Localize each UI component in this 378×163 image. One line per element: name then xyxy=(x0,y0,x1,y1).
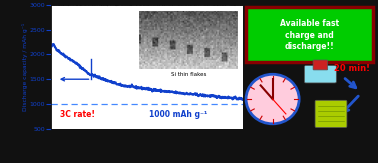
FancyBboxPatch shape xyxy=(313,60,328,70)
Text: 1000 mAh g⁻¹: 1000 mAh g⁻¹ xyxy=(149,110,207,119)
Y-axis label: Discharge capacity / mAh g⁻¹: Discharge capacity / mAh g⁻¹ xyxy=(22,23,28,111)
Text: Available fast
charge and
discharge!!: Available fast charge and discharge!! xyxy=(280,19,339,51)
X-axis label: Cycle number: Cycle number xyxy=(121,141,174,150)
Text: Si thin flakes: Si thin flakes xyxy=(171,72,206,77)
FancyBboxPatch shape xyxy=(246,7,373,62)
FancyBboxPatch shape xyxy=(304,66,336,83)
Y-axis label: Coulombic efficiency / %: Coulombic efficiency / % xyxy=(263,30,268,104)
Circle shape xyxy=(246,74,299,124)
Text: 3C rate!: 3C rate! xyxy=(60,110,96,119)
FancyBboxPatch shape xyxy=(315,100,347,127)
Text: 20 min!: 20 min! xyxy=(334,64,370,73)
